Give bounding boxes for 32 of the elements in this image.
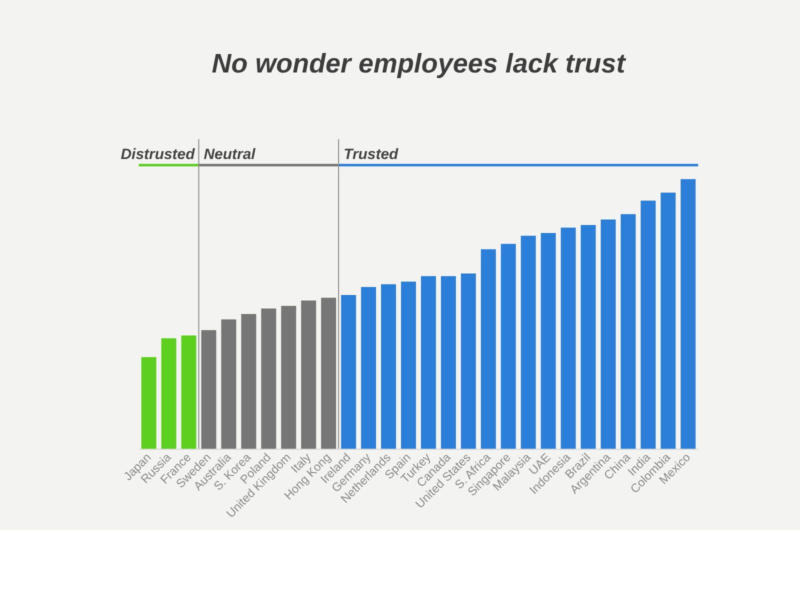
bar (161, 338, 176, 449)
bar (381, 284, 396, 449)
chart-title: No wonder employees lack trust (212, 48, 626, 79)
bar (480, 249, 496, 449)
bar (580, 224, 596, 449)
bar (540, 233, 556, 449)
text: Trusted (344, 146, 400, 164)
bar (341, 295, 356, 449)
text: Neutral (204, 146, 256, 164)
bar (181, 336, 196, 449)
bar (500, 244, 516, 449)
bar (660, 192, 676, 449)
bar (600, 220, 616, 449)
bar (241, 314, 256, 449)
bar (460, 273, 476, 449)
bar (420, 276, 436, 449)
bar (141, 357, 156, 449)
bar (620, 214, 636, 449)
bar (361, 286, 376, 449)
bar (261, 308, 276, 449)
bar (401, 282, 416, 449)
bar (520, 236, 536, 449)
bar (440, 276, 456, 449)
bar (321, 298, 336, 449)
bar (301, 300, 316, 449)
bar (560, 228, 576, 449)
bar (640, 200, 656, 449)
bar (221, 319, 236, 449)
bar (281, 306, 296, 449)
bar (680, 179, 696, 449)
bar (201, 330, 216, 449)
text: Distrusted (120, 146, 196, 164)
